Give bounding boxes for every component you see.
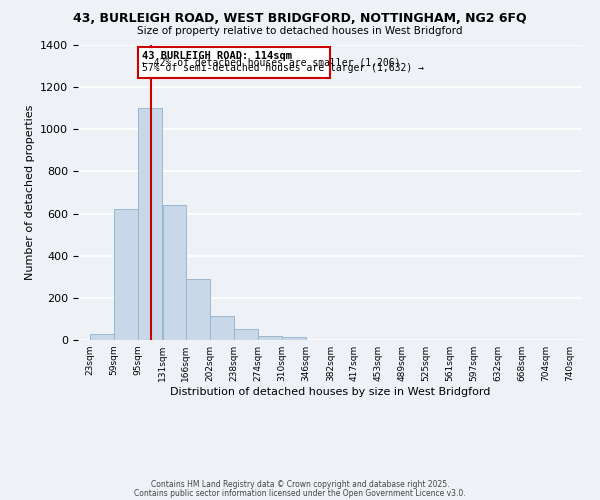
Text: 57% of semi-detached houses are larger (1,632) →: 57% of semi-detached houses are larger (… xyxy=(142,63,424,73)
Bar xyxy=(90,334,114,340)
Bar xyxy=(283,337,306,340)
Text: 43 BURLEIGH ROAD: 114sqm: 43 BURLEIGH ROAD: 114sqm xyxy=(142,51,292,61)
Bar xyxy=(258,336,282,340)
Text: Contains HM Land Registry data © Crown copyright and database right 2025.: Contains HM Land Registry data © Crown c… xyxy=(151,480,449,489)
Text: Contains public sector information licensed under the Open Government Licence v3: Contains public sector information licen… xyxy=(134,488,466,498)
Text: 43, BURLEIGH ROAD, WEST BRIDGFORD, NOTTINGHAM, NG2 6FQ: 43, BURLEIGH ROAD, WEST BRIDGFORD, NOTTI… xyxy=(73,12,527,26)
Bar xyxy=(210,316,234,340)
Bar xyxy=(234,330,258,340)
FancyBboxPatch shape xyxy=(138,47,331,78)
Text: ← 42% of detached houses are smaller (1,206): ← 42% of detached houses are smaller (1,… xyxy=(142,57,401,67)
Y-axis label: Number of detached properties: Number of detached properties xyxy=(25,105,35,280)
Bar xyxy=(139,108,162,340)
Text: Size of property relative to detached houses in West Bridgford: Size of property relative to detached ho… xyxy=(137,26,463,36)
Bar xyxy=(163,205,186,340)
X-axis label: Distribution of detached houses by size in West Bridgford: Distribution of detached houses by size … xyxy=(170,387,490,397)
Bar xyxy=(186,279,209,340)
Bar xyxy=(115,210,138,340)
